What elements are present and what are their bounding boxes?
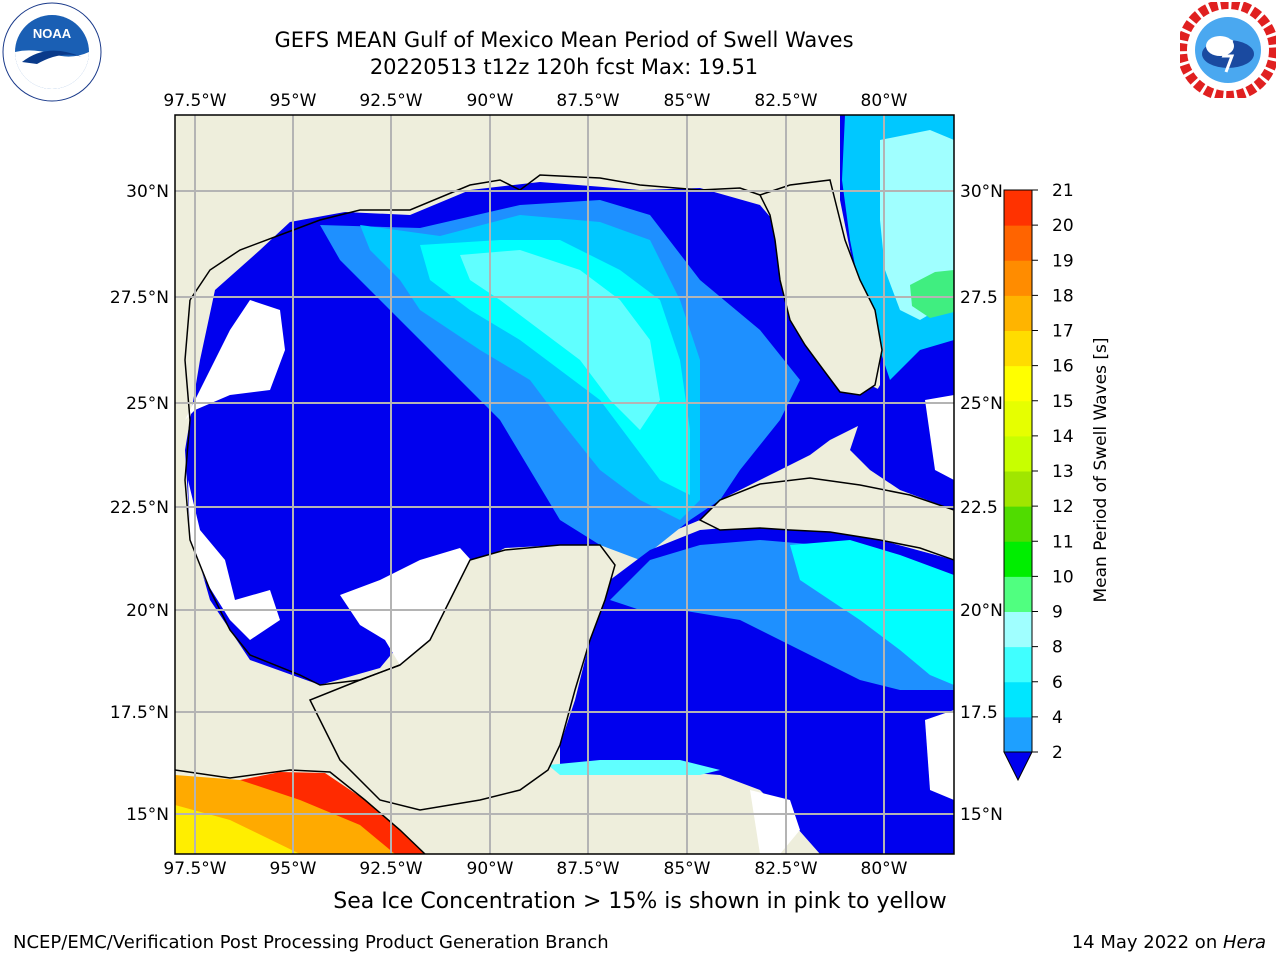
- colorbar-segment: [1004, 435, 1032, 472]
- colorbar-segment: [1004, 716, 1032, 753]
- colorbar-label: Mean Period of Swell Waves [s]: [1091, 338, 1111, 603]
- nws-logo: [1180, 2, 1276, 98]
- pacific-coast-line: [175, 769, 426, 854]
- colorbar-tick-label: 17: [1052, 322, 1074, 342]
- lat-label: 22.5°N: [110, 498, 169, 518]
- colorbar-tick-label: 11: [1052, 532, 1074, 552]
- colorbar-segment: [1004, 330, 1032, 367]
- colorbar-segment: [1004, 260, 1032, 296]
- lat-labels-right: 30°N 27.5 25°N 22.5 20°N 17.5 15°N: [960, 182, 1003, 825]
- lon-label: 90°W: [467, 91, 514, 111]
- lat-label: 17.5: [960, 703, 998, 723]
- footer-date: 14 May 2022 on Hera: [1072, 932, 1266, 953]
- caribbean-nodata-east: [925, 710, 954, 800]
- lon-label: 95°W: [270, 91, 317, 111]
- lat-label: 15°N: [126, 805, 169, 825]
- colorbar-tick-label: 4: [1052, 708, 1063, 728]
- lat-label: 15°N: [960, 805, 1003, 825]
- colorbar-tick-label: 10: [1052, 567, 1074, 587]
- lon-label: 82.5°W: [754, 859, 817, 879]
- lon-label: 85°W: [664, 91, 711, 111]
- lat-label: 17.5°N: [110, 703, 169, 723]
- colorbar-tick-label: 16: [1052, 357, 1074, 377]
- lat-label: 30°N: [126, 182, 169, 202]
- lon-label: 90°W: [467, 859, 514, 879]
- lat-label: 25°N: [960, 394, 1003, 414]
- noaa-logo: NOAA: [2, 2, 102, 102]
- colorbar-tick-label: 18: [1052, 286, 1074, 306]
- lon-label: 92.5°W: [359, 91, 422, 111]
- colorbar-tick-label: 9: [1052, 603, 1063, 623]
- lon-label: 95°W: [270, 859, 317, 879]
- lat-label: 30°N: [960, 182, 1003, 202]
- colorbar-segment: [1004, 506, 1032, 542]
- gulf-nodata-south: [340, 548, 480, 665]
- footer-date-text: 14 May 2022 on: [1071, 932, 1223, 953]
- colorbar-tick-label: 12: [1052, 497, 1074, 517]
- yucatan-shelf-light: [548, 760, 720, 775]
- lon-label: 97.5°W: [163, 91, 226, 111]
- colorbar-segment: [1004, 611, 1032, 648]
- gulf-nodata-west: [185, 300, 285, 420]
- colorbar-tick-label: 13: [1052, 462, 1074, 482]
- colorbar-segment: [1004, 295, 1032, 331]
- colorbar-under-arrow: [1003, 751, 1033, 782]
- lat-label: 20°N: [126, 601, 169, 621]
- gulf-nodata-west-2: [188, 480, 280, 640]
- lon-labels-bottom: 97.5°W 95°W 92.5°W 90°W 87.5°W 85°W 82.5…: [163, 859, 907, 879]
- colorbar-tick-label: 14: [1052, 427, 1074, 447]
- lon-label: 97.5°W: [163, 859, 226, 879]
- colorbar-segment: [1004, 365, 1032, 402]
- lon-label: 87.5°W: [556, 859, 619, 879]
- lon-label: 92.5°W: [359, 859, 422, 879]
- gulf-water-palecyan: [460, 250, 660, 430]
- colorbar-tick-label: 6: [1052, 673, 1063, 693]
- cuba-land: [698, 477, 954, 561]
- colorbar-segment: [1004, 190, 1032, 226]
- us-coast-line: [189, 174, 761, 301]
- colorbar-tick-label: 2: [1052, 743, 1063, 763]
- colorbar: 2 4 6 8 9 10 11 12 13 14 15 16 17 18 19 20 21: [1003, 181, 1074, 782]
- lon-label: 87.5°W: [556, 91, 619, 111]
- lon-label: 80°W: [861, 859, 908, 879]
- colorbar-segment: [1004, 541, 1032, 577]
- lon-label: 80°W: [861, 91, 908, 111]
- map-title: GEFS MEAN Gulf of Mexico Mean Period of …: [274, 28, 854, 52]
- lat-labels-left: 30°N 27.5°N 25°N 22.5°N 20°N 17.5°N 15°N: [110, 182, 169, 825]
- colorbar-tick-label: 19: [1052, 251, 1074, 271]
- lat-label: 27.5°N: [110, 288, 169, 308]
- colorbar-tick-label: 21: [1052, 181, 1074, 201]
- map-subtitle: 20220513 t12z 120h fcst Max: 19.51: [369, 55, 759, 79]
- caribbean-water-light: [790, 540, 954, 685]
- lat-label: 27.5: [960, 288, 998, 308]
- caption: Sea Ice Concentration > 15% is shown in …: [333, 889, 947, 914]
- colorbar-tick-label: 8: [1052, 638, 1063, 658]
- noaa-logo-text: NOAA: [33, 26, 72, 41]
- lon-label: 85°W: [664, 859, 711, 879]
- atlantic-water-green: [910, 270, 954, 318]
- colorbar-segment: [1004, 225, 1032, 261]
- lon-labels-top: 97.5°W 95°W 92.5°W 90°W 87.5°W 85°W 82.5…: [163, 91, 907, 111]
- colorbar-tick-label: 20: [1052, 216, 1074, 236]
- atlantic-nodata: [925, 395, 954, 480]
- colorbar-segment: [1004, 576, 1032, 612]
- colorbar-segment: [1004, 646, 1032, 683]
- map-area: [175, 115, 954, 854]
- colorbar-tick-label: 15: [1052, 392, 1074, 412]
- caribbean-nodata-south: [750, 790, 800, 854]
- colorbar-segment: [1004, 681, 1032, 718]
- lat-label: 20°N: [960, 601, 1003, 621]
- colorbar-segment: [1004, 471, 1032, 507]
- footer-host: Hera: [1222, 932, 1266, 953]
- lon-label: 82.5°W: [754, 91, 817, 111]
- map-gridlines: [175, 115, 954, 854]
- footer-credit: NCEP/EMC/Verification Post Processing Pr…: [13, 932, 609, 953]
- colorbar-segment: [1004, 400, 1032, 437]
- lat-label: 25°N: [126, 394, 169, 414]
- lat-label: 22.5: [960, 498, 998, 518]
- florida-land: [758, 179, 883, 396]
- map-frame: [174, 114, 955, 855]
